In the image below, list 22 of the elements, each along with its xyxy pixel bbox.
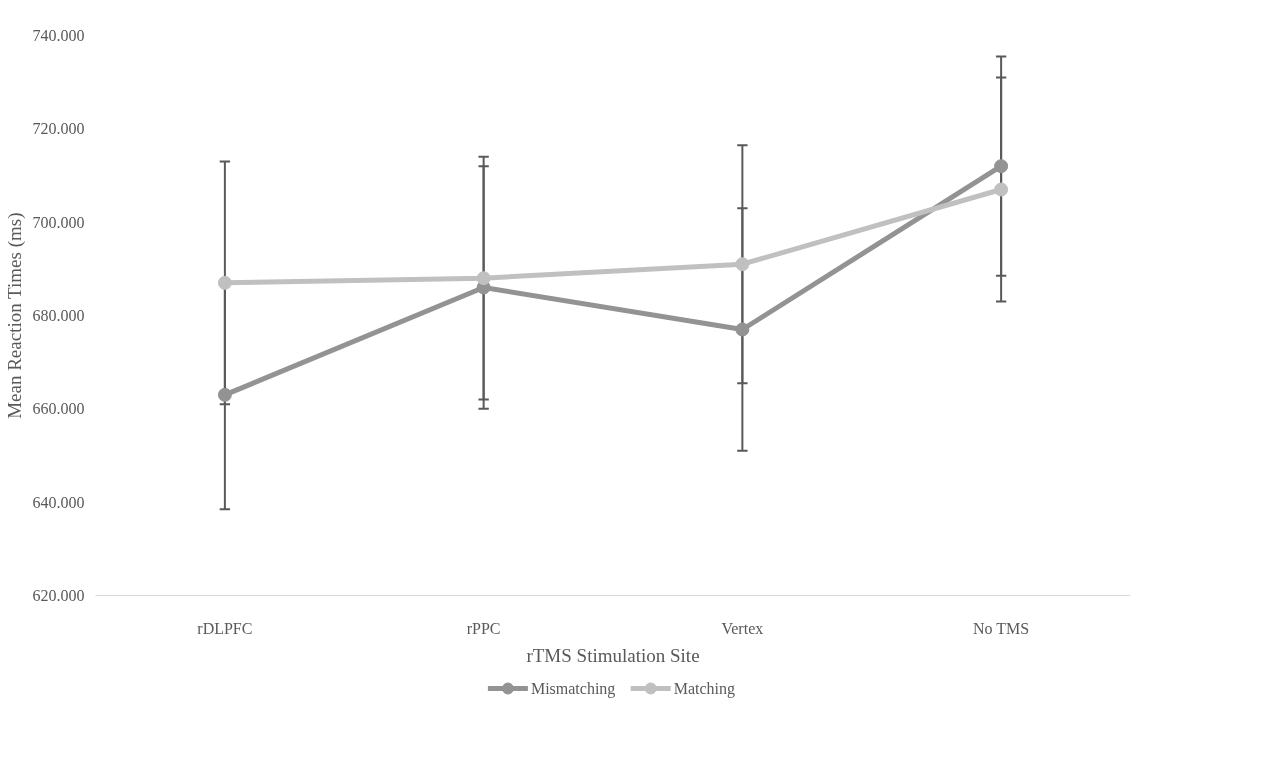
x-tick-label: rDLPFC (197, 619, 253, 637)
legend-label: Mismatching (530, 680, 616, 698)
point (735, 322, 750, 337)
x-tick-label: rPPC (466, 619, 501, 637)
point (994, 182, 1009, 197)
x-axis-title: rTMS Stimulation Site (526, 644, 700, 666)
y-axis-title: Mean Reaction Times (ms) (3, 212, 26, 419)
point (217, 387, 232, 402)
x-tick-label: No TMS (972, 619, 1030, 637)
point (217, 275, 232, 290)
y-tick-label: 620.000 (32, 587, 85, 604)
point (735, 257, 750, 272)
y-tick-label: 700.000 (32, 213, 85, 231)
y-tick-label: 740.000 (32, 27, 85, 44)
point (994, 159, 1009, 174)
legend-label: Matching (673, 680, 736, 698)
x-tick-label: Vertex (721, 619, 764, 637)
y-tick-label: 680.000 (32, 307, 85, 324)
y-tick-label: 720.000 (32, 120, 85, 138)
y-tick-label: 660.000 (32, 400, 85, 418)
y-tick-label: 640.000 (32, 493, 85, 511)
point (476, 271, 491, 286)
